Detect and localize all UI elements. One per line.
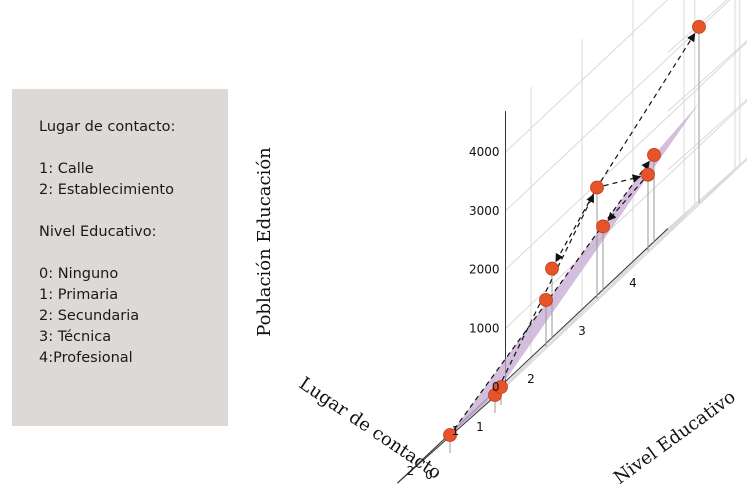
y-tick-label: 2: [527, 372, 535, 386]
y-axis-title: Nivel Educativo: [610, 386, 740, 488]
arrow: [600, 32, 696, 182]
x-tick-label: 2: [407, 464, 415, 478]
grid-line: [667, 40, 747, 112]
grid-line: [575, 218, 685, 316]
z-axis-title: Población Educación: [254, 147, 275, 337]
legend-nivel-heading: Nivel Educativo:: [39, 224, 157, 240]
legend-nivel-item-2: 2: Secundaria: [39, 308, 140, 324]
arrows: [453, 32, 696, 430]
z-tick-label: 4000: [469, 145, 500, 159]
data-point: [596, 219, 610, 234]
grid-line: [667, 98, 747, 171]
grid-line: [505, 100, 747, 329]
x-tick-label: 1: [452, 424, 460, 438]
grid-line: [505, 0, 731, 212]
data-point: [539, 293, 553, 307]
z-tick-label: 1000: [469, 321, 500, 335]
grid-line: [667, 0, 728, 53]
legend-nivel-item-0: 0: Ninguno: [39, 266, 119, 282]
data-point: [692, 19, 706, 34]
arrow: [453, 160, 650, 430]
z-tick-label: 0: [492, 380, 500, 394]
data-point: [590, 180, 604, 195]
data-points: [443, 19, 706, 442]
data-point: [443, 428, 457, 442]
legend-panel: Lugar de contacto: 1: Calle 2: Estableci…: [12, 89, 228, 426]
x-axis-title: Lugar de contacto: [295, 373, 445, 484]
legend-nivel-item-3: 3: Técnica: [39, 329, 112, 345]
data-point: [647, 148, 661, 162]
grid-line: [524, 266, 634, 364]
data-point: [641, 167, 655, 182]
fit-plane: [450, 103, 699, 436]
arrow: [497, 193, 595, 389]
data-point: [545, 261, 559, 276]
z-tick-label: 2000: [469, 263, 500, 277]
grid-line: [505, 41, 747, 270]
y-tick-label: 0: [425, 468, 433, 482]
arrow: [603, 174, 642, 187]
legend-lugar-heading: Lugar de contacto:: [39, 119, 176, 135]
regression-plane: [450, 103, 699, 436]
legend-nivel-item-4: 4:Profesional: [39, 350, 133, 366]
legend-lugar-item-1: 1: Calle: [39, 161, 94, 177]
y-tick-label: 3: [578, 324, 586, 338]
z-tick-label: 3000: [469, 204, 500, 218]
grid-lines: [397, 0, 747, 484]
legend-lugar-item-2: 2: Establecimiento: [39, 182, 174, 198]
y-tick-label: 4: [629, 276, 637, 290]
legend-nivel-item-1: 1: Primaria: [39, 287, 119, 303]
grid-line: [505, 0, 668, 153]
grid-line: [626, 170, 736, 268]
y-tick-label: 1: [476, 420, 484, 434]
arrow: [555, 193, 595, 263]
data-point: [494, 380, 508, 394]
y-axis-line: [397, 228, 669, 484]
